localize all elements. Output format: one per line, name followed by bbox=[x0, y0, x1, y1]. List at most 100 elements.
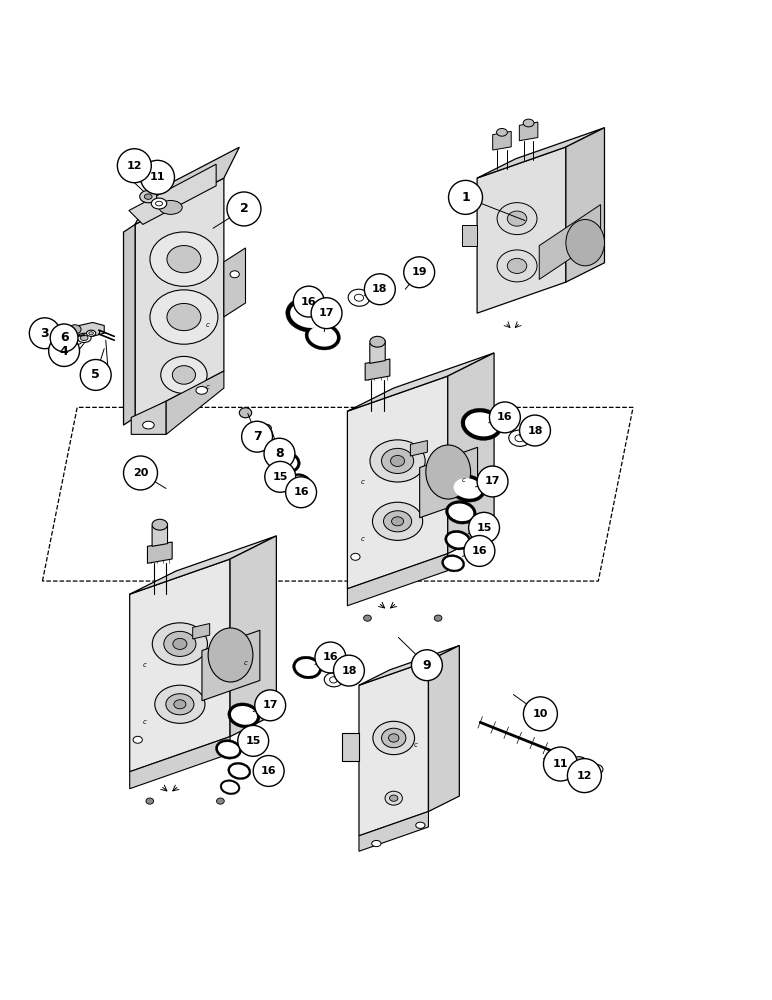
Ellipse shape bbox=[461, 408, 503, 440]
Ellipse shape bbox=[523, 119, 534, 127]
Circle shape bbox=[523, 697, 557, 731]
Ellipse shape bbox=[196, 387, 208, 394]
Ellipse shape bbox=[286, 297, 332, 332]
Polygon shape bbox=[448, 353, 494, 554]
Ellipse shape bbox=[309, 326, 337, 347]
Ellipse shape bbox=[77, 333, 91, 343]
Text: c: c bbox=[361, 479, 364, 485]
Polygon shape bbox=[342, 733, 359, 761]
Polygon shape bbox=[462, 225, 477, 246]
Polygon shape bbox=[147, 542, 172, 563]
Text: c: c bbox=[206, 322, 210, 328]
Ellipse shape bbox=[133, 736, 142, 743]
Ellipse shape bbox=[140, 190, 157, 203]
Ellipse shape bbox=[155, 201, 162, 206]
Ellipse shape bbox=[230, 764, 249, 777]
Text: 10: 10 bbox=[533, 709, 548, 719]
Polygon shape bbox=[230, 536, 276, 737]
Text: c: c bbox=[143, 719, 147, 725]
Circle shape bbox=[117, 149, 151, 183]
Polygon shape bbox=[359, 661, 428, 836]
Ellipse shape bbox=[290, 476, 309, 489]
Text: 16: 16 bbox=[497, 412, 513, 422]
Ellipse shape bbox=[507, 258, 527, 273]
Polygon shape bbox=[135, 147, 239, 224]
Ellipse shape bbox=[447, 533, 469, 548]
Circle shape bbox=[311, 298, 342, 329]
Ellipse shape bbox=[164, 631, 196, 656]
Polygon shape bbox=[520, 122, 538, 141]
Ellipse shape bbox=[151, 198, 167, 209]
Ellipse shape bbox=[143, 421, 154, 429]
Ellipse shape bbox=[288, 474, 311, 491]
Polygon shape bbox=[152, 524, 168, 546]
Polygon shape bbox=[370, 341, 385, 363]
Ellipse shape bbox=[274, 454, 297, 471]
Polygon shape bbox=[130, 559, 230, 772]
Circle shape bbox=[286, 477, 317, 508]
Ellipse shape bbox=[354, 294, 364, 301]
Ellipse shape bbox=[167, 303, 201, 331]
Ellipse shape bbox=[208, 628, 253, 682]
Text: 6: 6 bbox=[59, 331, 69, 344]
Ellipse shape bbox=[261, 424, 271, 432]
Text: 16: 16 bbox=[472, 546, 487, 556]
Circle shape bbox=[469, 512, 499, 543]
Polygon shape bbox=[411, 441, 428, 456]
Text: 11: 11 bbox=[150, 172, 165, 182]
Ellipse shape bbox=[166, 694, 194, 715]
Ellipse shape bbox=[293, 656, 322, 679]
Polygon shape bbox=[202, 630, 260, 701]
Ellipse shape bbox=[385, 791, 402, 805]
Circle shape bbox=[334, 655, 364, 686]
Circle shape bbox=[520, 415, 550, 446]
Ellipse shape bbox=[231, 706, 257, 725]
Circle shape bbox=[404, 257, 435, 288]
Text: 18: 18 bbox=[341, 666, 357, 676]
Polygon shape bbox=[193, 624, 210, 639]
Ellipse shape bbox=[509, 430, 530, 446]
Circle shape bbox=[265, 461, 296, 492]
Polygon shape bbox=[224, 248, 245, 317]
Ellipse shape bbox=[144, 194, 152, 199]
Text: 18: 18 bbox=[372, 284, 388, 294]
Polygon shape bbox=[129, 164, 216, 224]
Ellipse shape bbox=[465, 412, 499, 436]
Ellipse shape bbox=[172, 366, 195, 384]
Text: 19: 19 bbox=[411, 267, 427, 277]
Ellipse shape bbox=[150, 290, 218, 344]
Ellipse shape bbox=[230, 271, 239, 278]
Circle shape bbox=[411, 650, 442, 681]
Text: c: c bbox=[462, 477, 466, 483]
Circle shape bbox=[242, 421, 273, 452]
Ellipse shape bbox=[372, 502, 422, 540]
Ellipse shape bbox=[390, 795, 398, 801]
Circle shape bbox=[449, 180, 482, 214]
Polygon shape bbox=[166, 371, 224, 434]
Circle shape bbox=[141, 160, 174, 194]
Circle shape bbox=[29, 318, 60, 349]
Text: 17: 17 bbox=[262, 700, 278, 710]
Polygon shape bbox=[477, 147, 566, 313]
Ellipse shape bbox=[271, 451, 300, 473]
Text: 5: 5 bbox=[91, 368, 100, 381]
Ellipse shape bbox=[391, 455, 405, 466]
Text: c: c bbox=[244, 660, 248, 666]
Ellipse shape bbox=[497, 250, 537, 282]
Ellipse shape bbox=[381, 728, 406, 748]
Text: 1: 1 bbox=[461, 191, 470, 204]
Ellipse shape bbox=[296, 659, 319, 676]
Ellipse shape bbox=[391, 517, 404, 526]
Ellipse shape bbox=[442, 555, 465, 572]
Text: 12: 12 bbox=[577, 771, 592, 781]
Circle shape bbox=[543, 747, 577, 781]
Ellipse shape bbox=[215, 740, 242, 759]
Ellipse shape bbox=[454, 478, 482, 499]
Ellipse shape bbox=[415, 822, 425, 828]
Text: 17: 17 bbox=[319, 308, 334, 318]
Ellipse shape bbox=[450, 475, 486, 502]
Ellipse shape bbox=[449, 504, 473, 521]
Ellipse shape bbox=[388, 734, 399, 742]
Ellipse shape bbox=[330, 677, 337, 683]
Text: 18: 18 bbox=[527, 426, 543, 436]
